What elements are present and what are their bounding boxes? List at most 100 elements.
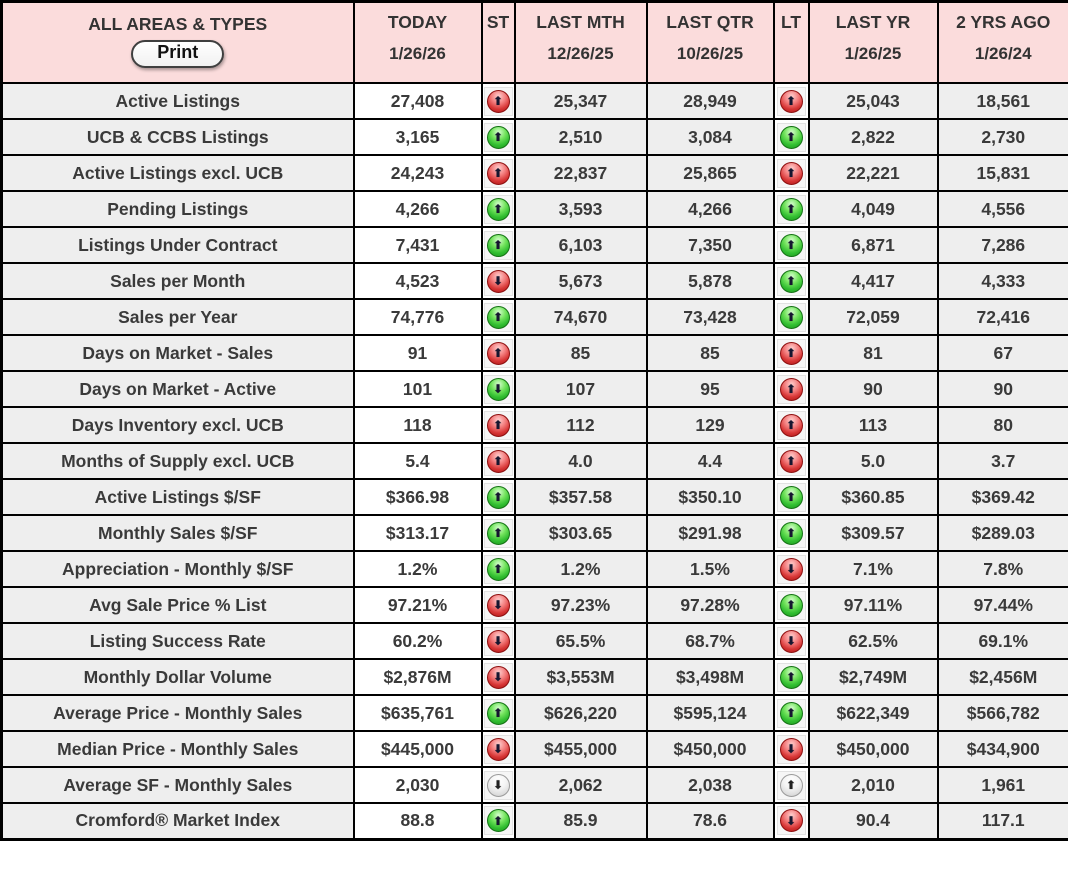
header-col-label: LAST YR xyxy=(835,12,911,32)
last-qtr-value: 129 xyxy=(645,406,775,444)
st-indicator-cell: ⬇ xyxy=(480,658,516,696)
st-indicator-cell: ⬆ xyxy=(480,226,516,264)
metric-label: Listing Success Rate xyxy=(0,622,355,660)
today-value: 4,523 xyxy=(352,262,483,300)
today-value: $313.17 xyxy=(352,514,483,552)
lt-indicator-cell: ⬆ xyxy=(772,406,810,444)
up-arrow-red-icon: ⬆ xyxy=(483,338,513,368)
today-value: 97.21% xyxy=(352,586,483,624)
metric-label: Monthly Dollar Volume xyxy=(0,658,355,696)
two-yrs-ago-value: 2,730 xyxy=(936,118,1068,156)
lt-indicator-cell: ⬆ xyxy=(772,658,810,696)
st-indicator-cell: ⬆ xyxy=(480,478,516,516)
lt-indicator-cell: ⬆ xyxy=(772,154,810,192)
last-mth-value: 4.0 xyxy=(513,442,648,480)
up-arrow-green-icon: ⬆ xyxy=(483,806,513,836)
last-qtr-value: 3,084 xyxy=(645,118,775,156)
up-arrow-green-icon: ⬆ xyxy=(776,482,806,512)
today-value: 91 xyxy=(352,334,483,372)
header-col-today: TODAY 1/26/26 xyxy=(352,0,483,84)
up-arrow-green-icon: ⬆ xyxy=(483,122,513,152)
table-row: Days on Market - Active 101 ⬇ 107 95 ⬆ 90 90 xyxy=(0,370,1068,408)
last-mth-value: 6,103 xyxy=(513,226,648,264)
table-row: Sales per Year 74,776 ⬆ 74,670 73,428 ⬆ 72,059… xyxy=(0,298,1068,336)
last-mth-value: 85.9 xyxy=(513,802,648,840)
last-mth-value: 97.23% xyxy=(513,586,648,624)
header-col-date: 1/26/24 xyxy=(974,44,1032,63)
today-value: 5.4 xyxy=(352,442,483,480)
two-yrs-ago-value: 4,333 xyxy=(936,262,1068,300)
last-qtr-value: $450,000 xyxy=(645,730,775,768)
lt-indicator-cell: ⬆ xyxy=(772,370,810,408)
down-arrow-red-icon: ⬇ xyxy=(483,734,513,764)
metric-label: Days on Market - Sales xyxy=(0,334,355,372)
st-indicator-cell: ⬆ xyxy=(480,406,516,444)
last-yr-value: 22,221 xyxy=(807,154,939,192)
metric-label: Active Listings $/SF xyxy=(0,478,355,516)
two-yrs-ago-value: $2,456M xyxy=(936,658,1068,696)
lt-indicator-cell: ⬇ xyxy=(772,802,810,840)
last-qtr-value: 68.7% xyxy=(645,622,775,660)
table-row: Active Listings 27,408 ⬆ 25,347 28,949 ⬆ 25,04… xyxy=(0,82,1068,120)
up-arrow-red-icon: ⬆ xyxy=(483,446,513,476)
table-row: Median Price - Monthly Sales $445,000 ⬇ $45… xyxy=(0,730,1068,768)
last-yr-value: 90.4 xyxy=(807,802,939,840)
two-yrs-ago-value: 15,831 xyxy=(936,154,1068,192)
up-arrow-green-icon: ⬆ xyxy=(483,482,513,512)
metric-label: Appreciation - Monthly $/SF xyxy=(0,550,355,588)
up-arrow-red-icon: ⬆ xyxy=(776,158,806,188)
table-row: UCB & CCBS Listings 3,165 ⬆ 2,510 3,084 ⬆ 2,82… xyxy=(0,118,1068,156)
metric-label: Active Listings xyxy=(0,82,355,120)
lt-indicator-cell: ⬇ xyxy=(772,730,810,768)
last-qtr-value: $350.10 xyxy=(645,478,775,516)
metric-label: Days on Market - Active xyxy=(0,370,355,408)
lt-indicator-cell: ⬆ xyxy=(772,262,810,300)
last-yr-value: 72,059 xyxy=(807,298,939,336)
last-qtr-value: 78.6 xyxy=(645,802,775,840)
table-row: Months of Supply excl. UCB 5.4 ⬆ 4.0 4.4 ⬆ 5.0… xyxy=(0,442,1068,480)
metric-label: Listings Under Contract xyxy=(0,226,355,264)
today-value: 24,243 xyxy=(352,154,483,192)
up-arrow-red-icon: ⬆ xyxy=(776,410,806,440)
st-indicator-cell: ⬆ xyxy=(480,298,516,336)
table-row: Pending Listings 4,266 ⬆ 3,593 4,266 ⬆ 4,049 4,… xyxy=(0,190,1068,228)
header-col-date: 12/26/25 xyxy=(547,44,614,63)
last-yr-value: $360.85 xyxy=(807,478,939,516)
st-indicator-cell: ⬆ xyxy=(480,802,516,840)
table-row: Cromford® Market Index 88.8 ⬆ 85.9 78.6 ⬇ 90.4… xyxy=(0,802,1068,840)
st-indicator-cell: ⬇ xyxy=(480,370,516,408)
table-row: Days Inventory excl. UCB 118 ⬆ 112 129 ⬆ 113 80 xyxy=(0,406,1068,444)
today-value: 1.2% xyxy=(352,550,483,588)
last-yr-value: 7.1% xyxy=(807,550,939,588)
down-arrow-red-icon: ⬇ xyxy=(776,626,806,656)
st-indicator-cell: ⬇ xyxy=(480,766,516,804)
table-row: Average SF - Monthly Sales 2,030 ⬇ 2,062 2,0… xyxy=(0,766,1068,804)
today-value: 7,431 xyxy=(352,226,483,264)
table-row: Monthly Sales $/SF $313.17 ⬆ $303.65 $291.98… xyxy=(0,514,1068,552)
two-yrs-ago-value: 97.44% xyxy=(936,586,1068,624)
header-col-label: ST xyxy=(486,12,510,32)
metric-label: Monthly Sales $/SF xyxy=(0,514,355,552)
up-arrow-green-icon: ⬆ xyxy=(483,554,513,584)
header-all-areas-types: ALL AREAS & TYPES Print xyxy=(0,0,355,84)
last-yr-value: 5.0 xyxy=(807,442,939,480)
st-indicator-cell: ⬇ xyxy=(480,262,516,300)
last-yr-value: 25,043 xyxy=(807,82,939,120)
today-value: 2,030 xyxy=(352,766,483,804)
lt-indicator-cell: ⬇ xyxy=(772,550,810,588)
last-yr-value: $2,749M xyxy=(807,658,939,696)
up-arrow-red-icon: ⬆ xyxy=(483,86,513,116)
up-arrow-green-icon: ⬆ xyxy=(776,698,806,728)
header-col-last-qtr: LAST QTR 10/26/25 xyxy=(645,0,775,84)
down-arrow-red-icon: ⬇ xyxy=(776,554,806,584)
header-col-label: LT xyxy=(780,12,802,32)
table-row: Appreciation - Monthly $/SF 1.2% ⬆ 1.2% 1.5%… xyxy=(0,550,1068,588)
metric-label: Cromford® Market Index xyxy=(0,802,355,840)
last-mth-value: $303.65 xyxy=(513,514,648,552)
st-indicator-cell: ⬇ xyxy=(480,622,516,660)
last-mth-value: 2,510 xyxy=(513,118,648,156)
print-button[interactable]: Print xyxy=(131,40,225,68)
two-yrs-ago-value: 117.1 xyxy=(936,802,1068,840)
last-mth-value: 85 xyxy=(513,334,648,372)
lt-indicator-cell: ⬆ xyxy=(772,226,810,264)
